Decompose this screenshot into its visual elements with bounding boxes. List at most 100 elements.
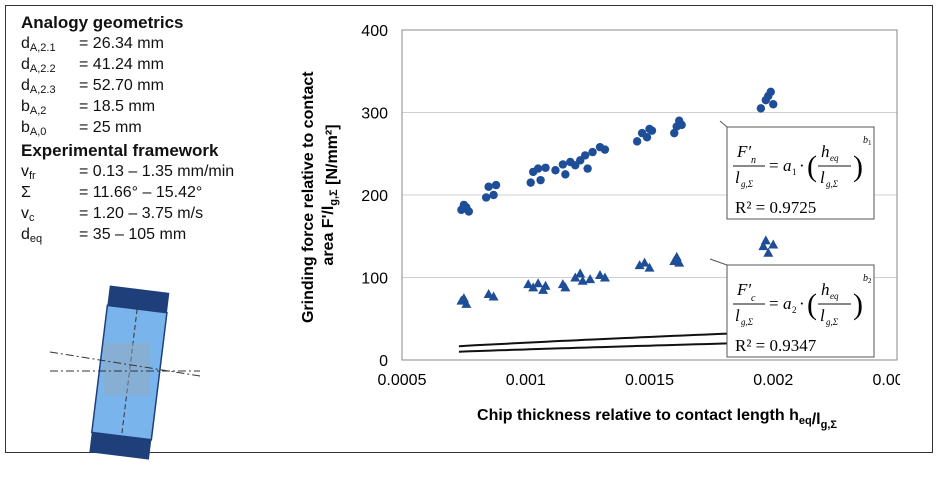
data-point-circle [600, 145, 610, 154]
y-axis-ticks: 0 100 200 300 400 [361, 23, 388, 370]
y-axis-label-line1: Grinding force relative to contact [300, 71, 317, 323]
y-tick-label: 0 [379, 353, 388, 370]
geometry-symbol: dA,2.1 [21, 35, 56, 54]
data-point-triangle [599, 272, 610, 282]
geometry-value: = 41.24 mm [79, 56, 164, 73]
data-point-triangle [575, 268, 586, 278]
framework-list: vfr = 0.13 – 1.35 mm/min Σ = 11.66° – 15.42… [21, 161, 291, 245]
workpiece-axis-line-a [49, 351, 201, 377]
formula-exponent-sub: 2 [868, 277, 872, 285]
data-point-triangle [634, 260, 645, 270]
framework-symbol: vfr [21, 163, 36, 182]
annotation-box [726, 126, 875, 220]
formula-coefficient: a [783, 294, 792, 313]
plot-area [401, 29, 898, 361]
geometry-value: = 25 mm [79, 119, 142, 136]
data-point-triangle [585, 274, 596, 284]
formula-coefficient: a [783, 156, 792, 175]
formula-paren-right: ) [853, 150, 863, 183]
geometry-value: = 18.5 mm [79, 98, 156, 115]
formula-denominator: l [735, 306, 740, 325]
geometry-symbol: dA,2.3 [21, 77, 56, 96]
data-point-circle [677, 120, 686, 130]
data-point-circle [561, 170, 570, 179]
data-point-triangle [461, 298, 472, 308]
data-point-circle [489, 190, 498, 200]
formula-coefficient-sub: 2 [792, 305, 797, 315]
framework-title: Experimental framework [21, 141, 219, 160]
fit-curve-2 [458, 341, 776, 353]
geometry-symbol: bA,2 [21, 98, 47, 117]
formula-denominator-sub: g,Σ [741, 179, 754, 189]
xlabel-part1-sub: eq [799, 415, 812, 427]
xlabel-part2-text: /l [812, 411, 821, 428]
y-tick-label: 100 [361, 271, 388, 288]
xlabel-part1-text: Chip thickness relative to contact lengt… [477, 407, 799, 424]
data-point-circle [481, 193, 491, 202]
formula-dot: · [799, 294, 805, 313]
fit-annotation-2: F′ cl g,Σ= a 2 ·(h eql g,Σ)b 2R² = 0.9347 [709, 258, 875, 358]
geometry-value: = 26.34 mm [79, 35, 164, 52]
x-axis-label: Chip thickness relative to contact lengt… [477, 407, 837, 431]
data-point-triangle [483, 289, 494, 298]
formula-inner-numerator: h [821, 142, 830, 161]
formula-equals: = [769, 294, 779, 313]
formula-numerator: F′ [736, 280, 751, 299]
formula-paren-right: ) [853, 288, 863, 321]
parameter-panel: Analogy geometrics dA,2.1 = 26.34 mm dA,2.… [21, 12, 291, 245]
data-point-circle [670, 128, 679, 138]
ylabel-part-text: area F'/l [320, 206, 337, 266]
y-axis-label-line2: area F'/lg,Σ [N/mm²] [320, 124, 341, 265]
data-point-triangle [528, 282, 539, 292]
x-tick-label: 0.0005 [378, 372, 427, 389]
formula-inner-numerator: h [821, 280, 830, 299]
framework-symbol: vc [21, 205, 35, 224]
data-point-circle [541, 163, 550, 172]
data-point-circle [766, 87, 775, 97]
data-point-circle [464, 207, 474, 216]
formula-inner-numerator-sub: eq [830, 291, 839, 301]
data-point-triangle [523, 279, 534, 289]
geometry-symbol: dA,2.2 [21, 56, 56, 75]
framework-symbol: deq [21, 226, 43, 245]
framework-row: Σ = 11.66° – 15.42° [21, 182, 291, 203]
r-squared-label: R² = 0.9725 [735, 198, 816, 217]
data-point-circle [588, 147, 597, 157]
x-tick-label: 0.001 [506, 372, 546, 389]
figure-frame [5, 5, 933, 453]
data-point-circle [551, 166, 560, 175]
ylabel-unit: [N/mm²] [324, 124, 341, 189]
data-point-circle [536, 175, 545, 185]
geometry-title: Analogy geometrics [21, 13, 184, 32]
leader-line [719, 120, 728, 128]
geometry-value: = 52.70 mm [79, 77, 164, 94]
framework-value: = 11.66° – 15.42° [79, 184, 203, 201]
data-point-circle [583, 164, 592, 173]
y-axis-label: Grinding force relative to contact area … [300, 67, 341, 323]
data-point-circle [632, 137, 642, 146]
geometry-row: dA,2.3 = 52.70 mm [21, 75, 291, 96]
leader-line [709, 258, 728, 266]
framework-value: = 35 – 105 mm [79, 226, 187, 243]
tool-cap-top [107, 285, 170, 313]
data-points [456, 87, 779, 308]
formula-inner-denominator: l [820, 168, 825, 187]
y-tick-label: 200 [361, 188, 388, 205]
framework-row: vfr = 0.13 – 1.35 mm/min [21, 161, 291, 182]
formula-inner-numerator-sub: eq [830, 153, 839, 163]
data-point-triangle [488, 291, 499, 301]
x-axis-ticks: 0.0005 0.001 0.0015 0.002 0.0025 [378, 372, 900, 389]
data-point-circle [647, 126, 657, 135]
fit-curves [458, 330, 776, 353]
formula-inner-denominator-sub: g,Σ [826, 179, 839, 189]
formula-dot: · [799, 156, 805, 175]
geometry-symbol: bA,0 [21, 119, 47, 138]
formula-exponent: b [863, 273, 868, 284]
data-point-triangle [560, 282, 571, 292]
formula-numerator: F′ [736, 142, 751, 161]
ylabel-part-sub: g,Σ [328, 189, 340, 206]
formula-paren-left: ( [807, 150, 817, 183]
formula-coefficient-sub: 1 [792, 167, 797, 177]
geometry-row: bA,0 = 25 mm [21, 117, 291, 138]
